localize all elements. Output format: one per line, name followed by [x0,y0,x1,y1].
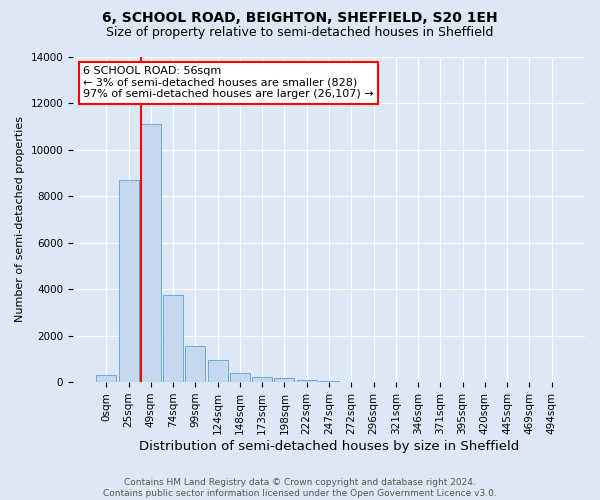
Bar [141,124,161,382]
Bar [96,374,116,382]
Bar [119,180,139,382]
Bar [252,376,272,382]
Text: Size of property relative to semi-detached houses in Sheffield: Size of property relative to semi-detach… [106,26,494,39]
Y-axis label: Number of semi-detached properties: Number of semi-detached properties [15,116,25,322]
Bar [297,380,317,382]
X-axis label: Distribution of semi-detached houses by size in Sheffield: Distribution of semi-detached houses by … [139,440,519,452]
Text: 6 SCHOOL ROAD: 56sqm
← 3% of semi-detached houses are smaller (828)
97% of semi-: 6 SCHOOL ROAD: 56sqm ← 3% of semi-detach… [83,66,374,100]
Bar [163,295,183,382]
Bar [208,360,227,382]
Bar [230,374,250,382]
Text: 6, SCHOOL ROAD, BEIGHTON, SHEFFIELD, S20 1EH: 6, SCHOOL ROAD, BEIGHTON, SHEFFIELD, S20… [102,12,498,26]
Text: Contains HM Land Registry data © Crown copyright and database right 2024.
Contai: Contains HM Land Registry data © Crown c… [103,478,497,498]
Bar [185,346,205,382]
Bar [274,378,295,382]
